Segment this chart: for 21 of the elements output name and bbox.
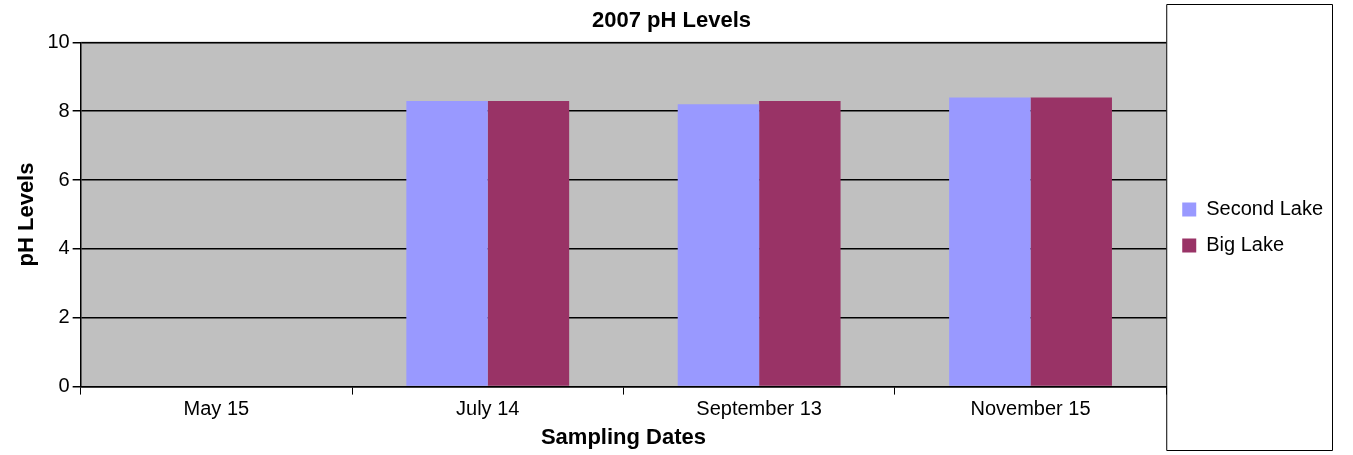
x-tick-label: November 15 — [970, 397, 1091, 420]
bar — [1030, 97, 1112, 386]
y-tick-label: 10 — [47, 29, 70, 52]
y-tick-label: 8 — [58, 98, 70, 121]
y-tick-label: 4 — [58, 236, 70, 259]
bar — [759, 100, 841, 386]
bar — [677, 104, 760, 386]
x-tick-label: May 15 — [183, 397, 250, 420]
y-axis-title: pH Levels — [13, 162, 39, 267]
y-tick-label: 6 — [58, 167, 70, 190]
x-tick-label: July 14 — [456, 397, 520, 420]
bar — [487, 100, 570, 386]
y-tick-label: 0 — [58, 374, 70, 397]
y-tick-label: 2 — [58, 305, 70, 328]
x-axis-title: Sampling Dates — [540, 423, 706, 449]
chart-title: 2007 pH Levels — [592, 7, 751, 33]
legend-label: Big Lake — [1206, 233, 1285, 256]
x-tick-label: September 13 — [696, 397, 822, 420]
bar — [406, 100, 488, 386]
bar — [949, 97, 1031, 386]
legend-label: Second Lake — [1206, 197, 1324, 220]
